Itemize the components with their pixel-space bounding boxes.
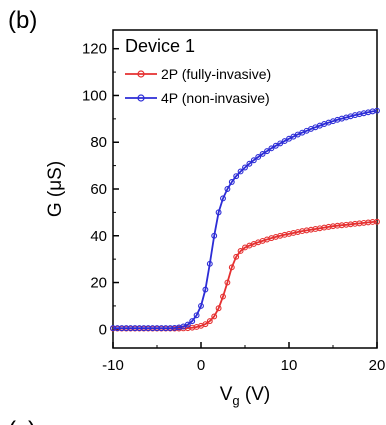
data-point (220, 195, 226, 202)
data-point (233, 253, 240, 260)
data-point (255, 154, 262, 160)
data-point (198, 302, 204, 309)
data-point (233, 173, 240, 180)
y-axis: 0 20 40 60 80 100 120 (82, 41, 119, 338)
panel-label: (b) (8, 7, 37, 34)
legend-swatch-marker (137, 70, 145, 78)
legend-entry: 4P (non-invasive) (161, 90, 270, 106)
series-line-2 (113, 109, 378, 330)
data-point (202, 321, 209, 328)
y-tick-label: 120 (82, 41, 107, 58)
y-tick-label: 0 (99, 321, 107, 338)
data-point (211, 313, 218, 320)
data-point (281, 138, 288, 145)
data-point (215, 305, 222, 312)
data-point (206, 260, 213, 267)
data-point (259, 150, 266, 157)
data-point (220, 293, 226, 300)
data-point (246, 160, 253, 167)
chart-annotation: Device 1 (125, 36, 195, 56)
data-point (228, 179, 235, 185)
data-point (250, 157, 257, 164)
series-layer (110, 107, 380, 332)
legend: 2P (fully-invasive) 4P (non-invasive) (125, 66, 271, 106)
data-point (189, 318, 196, 325)
data-point (202, 286, 209, 293)
legend-entry: 2P (fully-invasive) (161, 66, 271, 82)
data-point (268, 145, 275, 152)
data-point (224, 279, 231, 286)
data-point (242, 164, 248, 171)
data-point (237, 168, 244, 175)
x-axis-label-main: V (220, 384, 233, 405)
x-tick-label: 20 (369, 357, 386, 374)
x-tick-label: 10 (281, 357, 298, 374)
data-point (264, 148, 270, 155)
data-point (228, 264, 235, 271)
next-panel-label: (c) (8, 417, 36, 425)
x-axis-label-subscript: g (232, 393, 239, 408)
data-point (206, 318, 213, 325)
data-point (374, 218, 380, 225)
data-point (215, 209, 222, 216)
y-tick-label: 40 (90, 228, 107, 245)
data-point (277, 140, 284, 147)
data-point (374, 107, 380, 114)
y-tick-label: 100 (82, 87, 107, 104)
y-tick-label: 80 (90, 134, 107, 151)
x-tick-label: 0 (197, 357, 205, 374)
x-axis-label-unit: (V) (240, 384, 271, 405)
series-line-1 (113, 220, 378, 330)
y-tick-label: 20 (90, 275, 107, 292)
x-axis: -10 0 10 20 (102, 342, 385, 374)
data-point (184, 321, 191, 328)
y-tick-label: 60 (90, 181, 107, 198)
x-tick-label: -10 (102, 357, 124, 374)
data-point (224, 186, 231, 192)
x-axis-label: Vg (V) (220, 384, 271, 408)
data-point (272, 142, 279, 149)
data-point (193, 312, 200, 319)
legend-swatch-marker (137, 94, 145, 102)
y-axis-label: G (μS) (45, 161, 66, 217)
data-point (211, 232, 218, 239)
data-point (237, 248, 244, 254)
